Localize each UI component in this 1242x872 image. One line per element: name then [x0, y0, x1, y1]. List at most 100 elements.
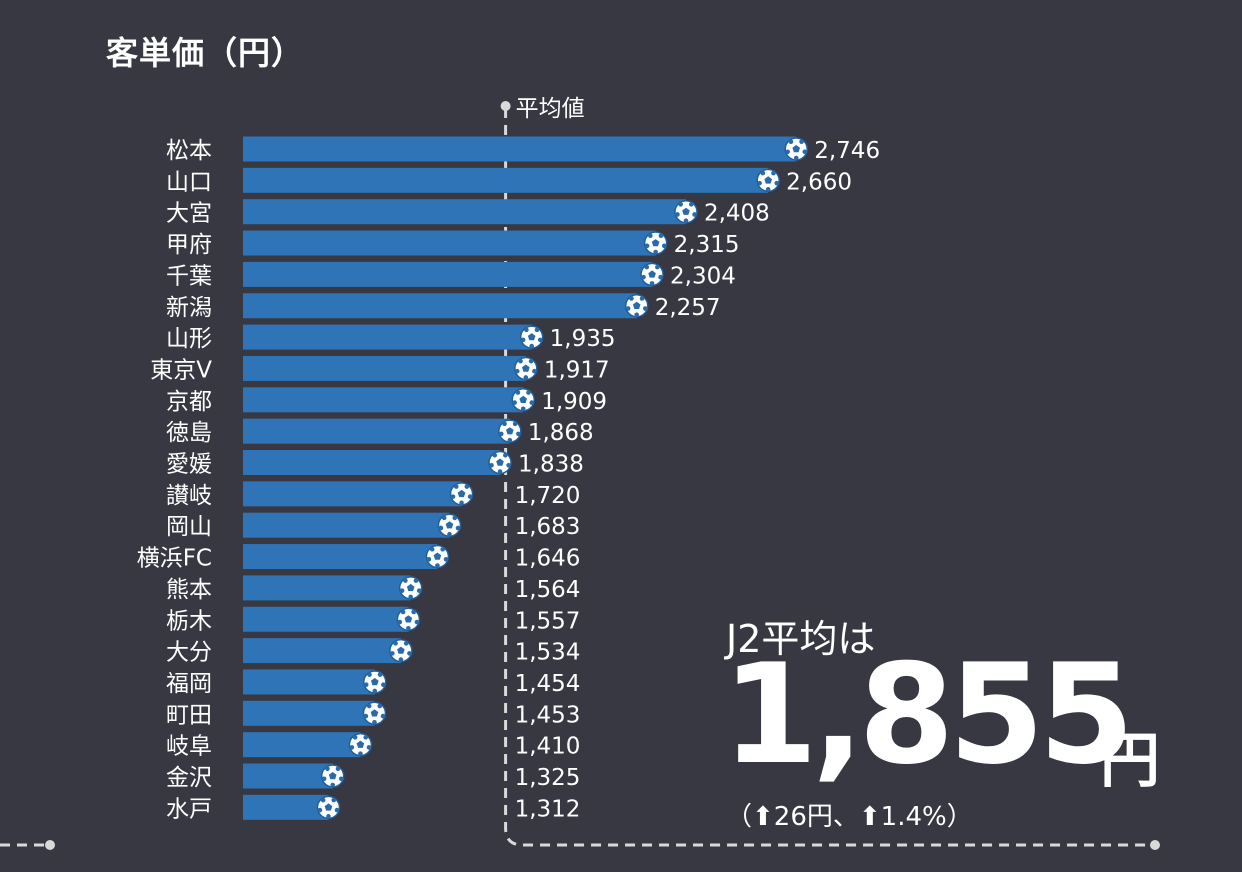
- value-label: 1,868: [528, 420, 594, 446]
- category-label: 岡山: [166, 514, 212, 540]
- value-label: 2,408: [704, 201, 770, 227]
- soccer-ball-icon: [640, 262, 664, 287]
- soccer-ball-icon: [425, 544, 450, 569]
- bar-row: 金沢 1,325: [166, 763, 581, 791]
- soccer-ball-icon: [674, 199, 698, 224]
- bar-row: 東京V 1,917: [150, 355, 610, 383]
- category-label: 町田: [166, 702, 212, 728]
- bar-row: 町田 1,453: [166, 700, 580, 728]
- average-label: J2平均は: [726, 617, 876, 661]
- bar: [243, 293, 637, 319]
- value-label: 1,917: [544, 357, 610, 383]
- category-label: 福岡: [166, 671, 212, 697]
- bar: [243, 261, 653, 287]
- soccer-ball-icon: [514, 356, 538, 381]
- category-label: 大分: [166, 640, 212, 666]
- bar-row: 徳島 1,868: [166, 418, 594, 446]
- average-unit: 円: [1100, 726, 1160, 796]
- category-label: 熊本: [166, 577, 212, 603]
- bar: [243, 324, 532, 350]
- soccer-ball-icon: [396, 607, 421, 631]
- soccer-ball-icon: [624, 294, 649, 318]
- soccer-ball-icon: [643, 231, 668, 255]
- bar: [243, 167, 769, 193]
- bar-row: 山形 1,935: [166, 324, 616, 352]
- average-reference-label: 平均値: [516, 96, 585, 122]
- value-label: 1,720: [515, 483, 581, 509]
- bar-row: 福岡 1,454: [166, 669, 580, 697]
- bar-row: 山口 2,660: [166, 167, 852, 195]
- category-label: 山口: [166, 169, 212, 195]
- soccer-ball-icon: [498, 419, 522, 443]
- bar: [243, 638, 401, 664]
- value-label: 2,746: [814, 138, 880, 164]
- category-label: 岐阜: [166, 734, 212, 760]
- value-label: 1,454: [515, 671, 581, 697]
- bar-row: 讃岐 1,720: [166, 481, 580, 509]
- value-label: 1,909: [541, 389, 607, 415]
- soccer-ball-icon: [348, 732, 373, 757]
- bar: [243, 606, 409, 632]
- value-label: 2,257: [655, 295, 721, 321]
- value-label: 2,315: [674, 232, 740, 258]
- chart-title: 客単価（円）: [106, 34, 305, 72]
- soccer-ball-icon: [784, 137, 808, 161]
- category-label: 水戸: [166, 796, 212, 822]
- category-label: 京都: [166, 389, 212, 415]
- bar-row: 栃木 1,557: [166, 606, 581, 634]
- bar: [243, 575, 411, 601]
- soccer-ball-icon: [389, 638, 413, 663]
- bar-row: 大宮 2,408: [166, 199, 770, 227]
- category-label: 甲府: [166, 232, 212, 258]
- average-change: （⬆26円、⬆1.4%）: [726, 802, 973, 832]
- bar-row: 京都 1,909: [166, 387, 607, 415]
- right-connector-dot: [1150, 840, 1160, 850]
- soccer-ball-icon: [519, 325, 544, 349]
- value-label: 1,935: [550, 326, 616, 352]
- bar: [243, 700, 375, 726]
- bar: [243, 481, 462, 507]
- category-label: 讃岐: [166, 483, 212, 509]
- bar-row: 岐阜 1,410: [166, 732, 580, 760]
- soccer-ball-icon: [398, 576, 423, 600]
- soccer-ball-icon: [437, 513, 462, 537]
- category-label: 東京V: [150, 357, 212, 383]
- value-label: 1,325: [515, 765, 581, 791]
- category-label: 新潟: [166, 295, 212, 321]
- bar: [243, 732, 361, 758]
- soccer-ball-icon: [449, 482, 474, 506]
- category-label: 千葉: [166, 263, 212, 289]
- bar: [243, 544, 438, 570]
- soccer-ball-icon: [363, 670, 387, 694]
- value-label: 1,564: [515, 577, 581, 603]
- bar: [243, 387, 524, 413]
- soccer-ball-icon: [320, 764, 345, 788]
- bar: [243, 199, 686, 225]
- category-label: 栃木: [166, 608, 212, 634]
- category-label: 山形: [166, 326, 212, 352]
- bar: [243, 450, 501, 475]
- value-label: 1,410: [515, 734, 581, 760]
- category-label: 横浜FC: [137, 546, 212, 572]
- soccer-ball-icon: [362, 701, 387, 726]
- value-label: 1,534: [515, 640, 581, 666]
- bar: [243, 418, 510, 444]
- bar: [243, 512, 450, 538]
- soccer-ball-icon: [511, 388, 535, 412]
- value-label: 1,646: [515, 546, 581, 572]
- bar-row: 松本 2,746: [166, 136, 880, 164]
- bar-row: 熊本 1,564: [166, 575, 580, 603]
- bar: [243, 136, 797, 162]
- average-value: 1,855: [722, 634, 1135, 795]
- soccer-ball-icon: [488, 450, 512, 475]
- value-label: 1,838: [518, 452, 584, 478]
- soccer-ball-icon: [756, 168, 780, 193]
- average-line-dot: [500, 101, 511, 111]
- bar-row: 大分 1,534: [166, 638, 580, 666]
- bar-row: 愛媛 1,838: [166, 450, 584, 478]
- value-label: 2,660: [786, 169, 852, 195]
- bar-row: 岡山 1,683: [166, 512, 580, 540]
- soccer-ball-icon: [316, 795, 341, 820]
- value-label: 1,557: [515, 608, 581, 634]
